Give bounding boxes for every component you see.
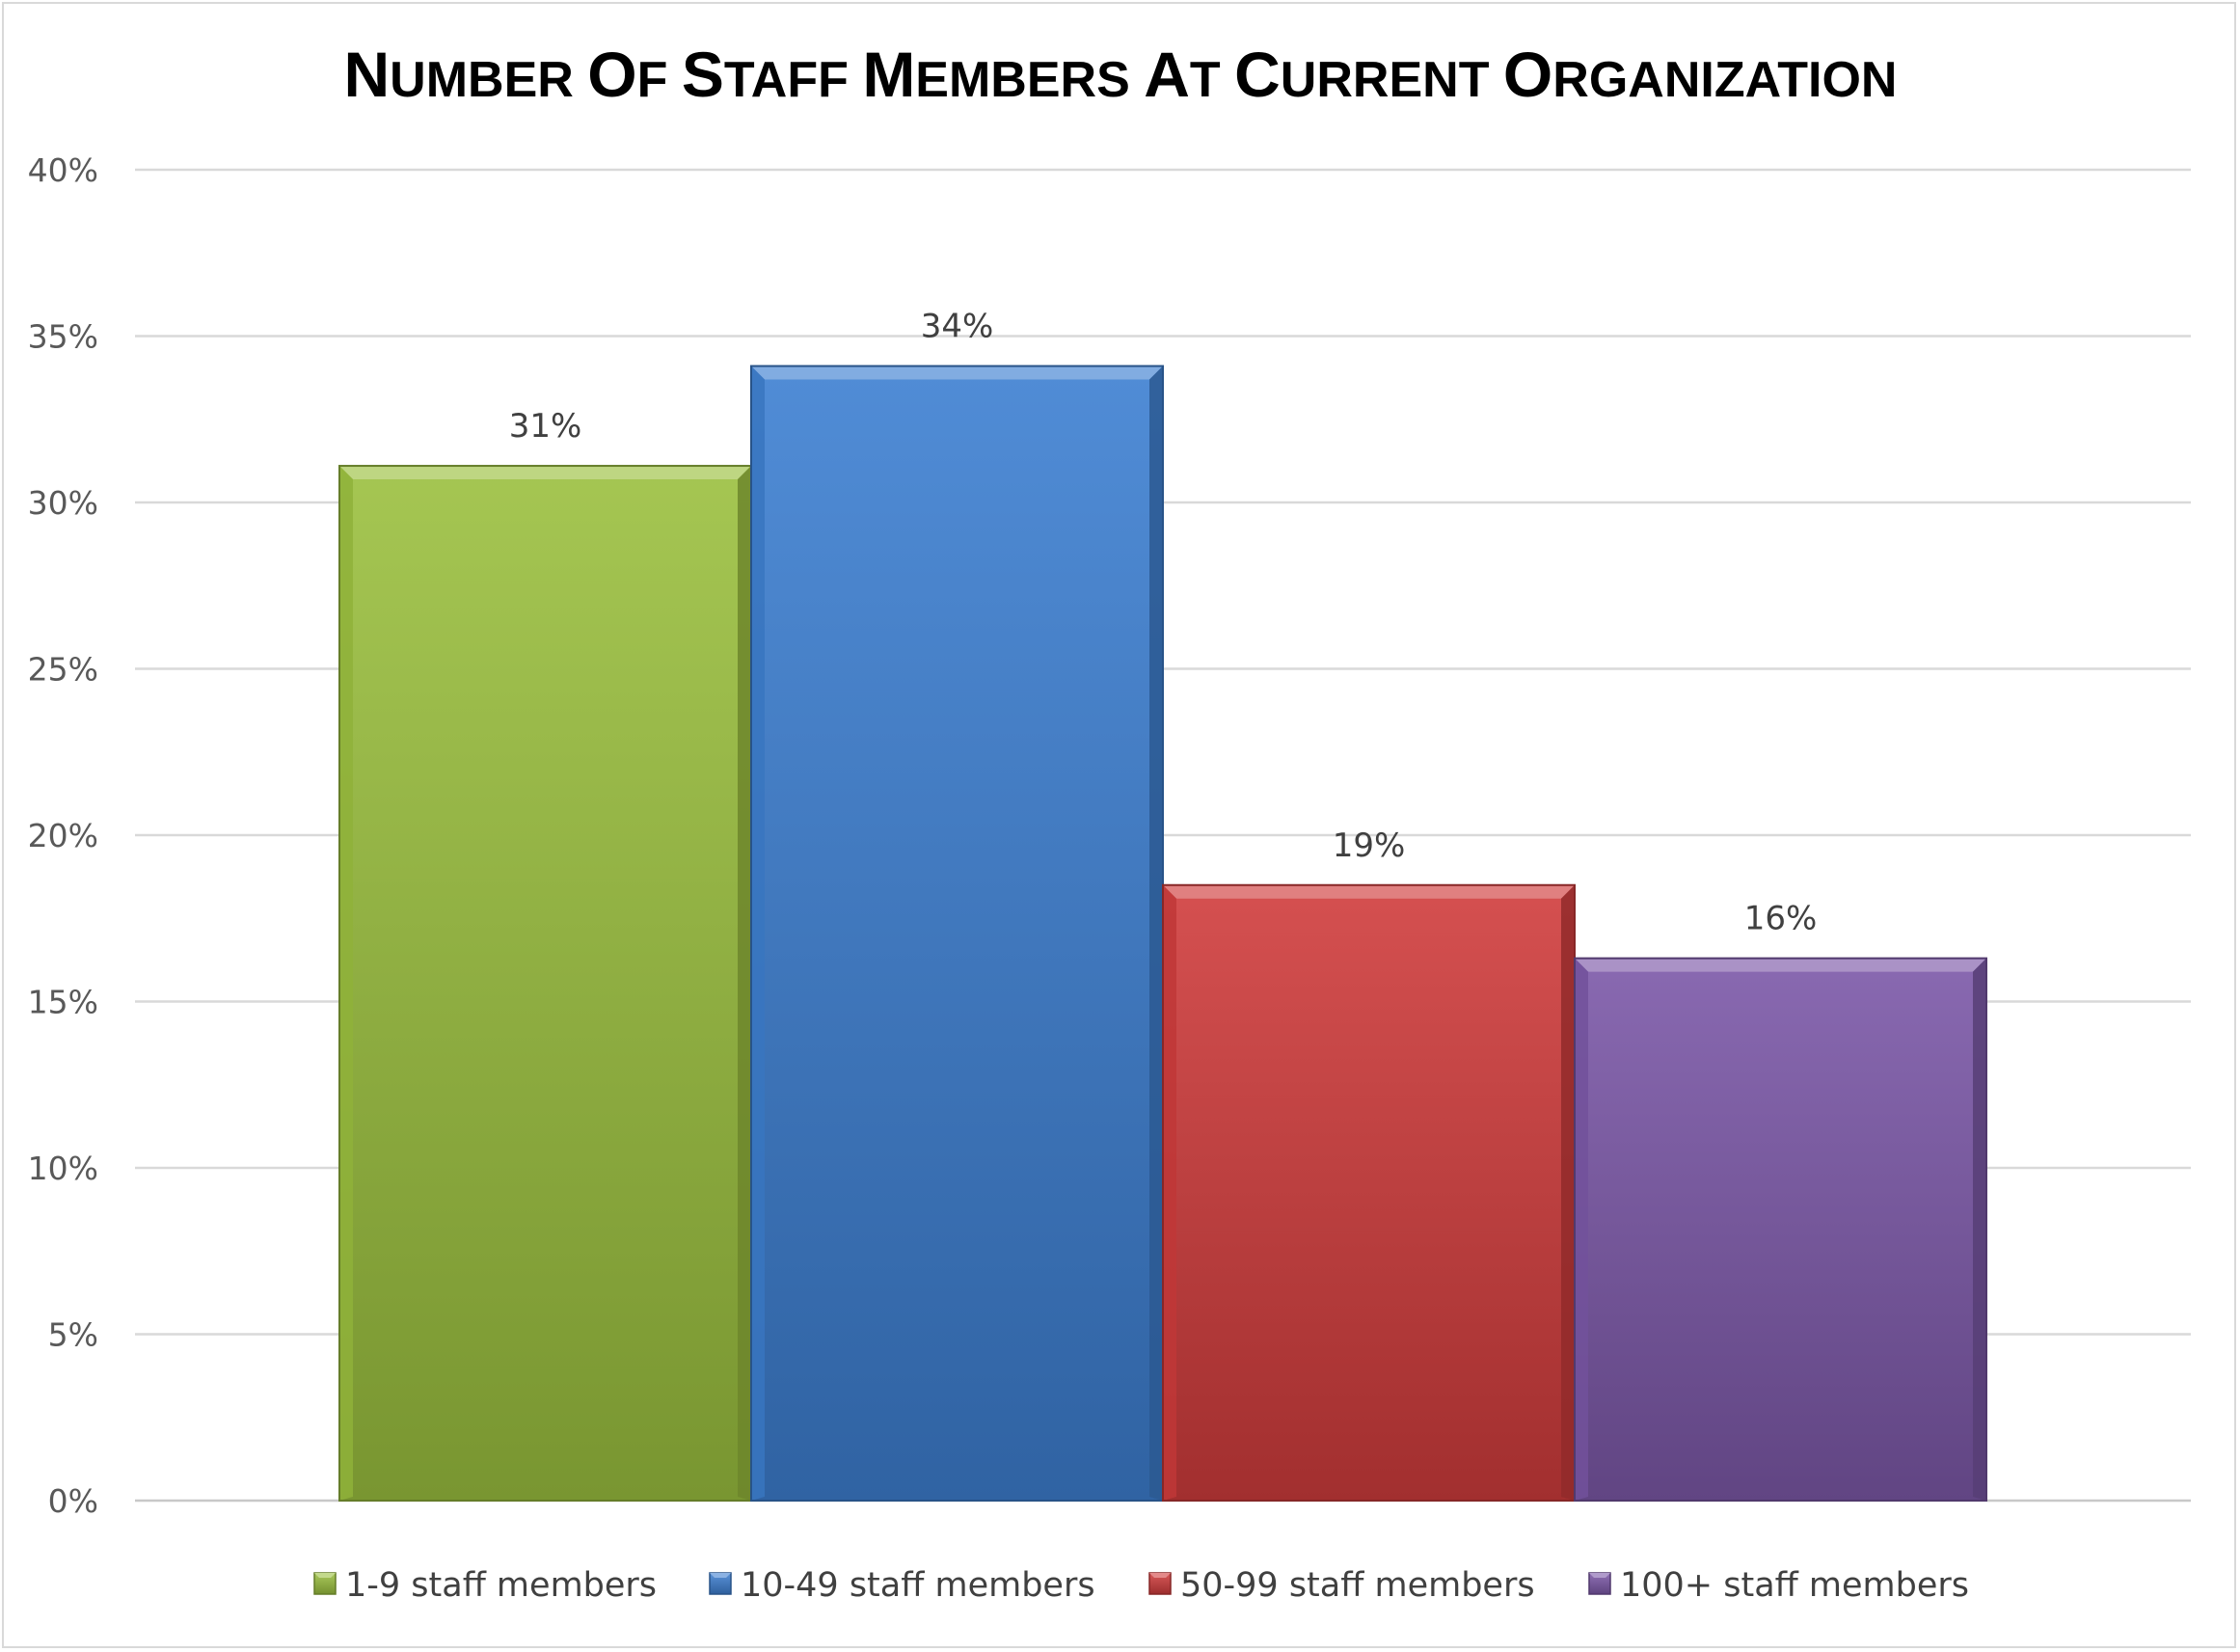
data-labels: 31% 34% 19% 16%: [509, 308, 1818, 938]
data-label: 16%: [1744, 900, 1818, 938]
legend-label: 1-9 staff members: [345, 1566, 657, 1605]
legend-item: 100+ staff members: [1588, 1566, 1969, 1605]
y-tick-label: 35%: [28, 318, 98, 356]
bar-50-99-staff-members: [1162, 883, 1576, 1502]
bar-100-staff-members: [1574, 957, 1987, 1502]
y-tick-label: 5%: [48, 1316, 98, 1354]
y-tick-label: 0%: [48, 1482, 98, 1520]
y-tick-label: 40%: [28, 151, 98, 189]
y-tick-label: 25%: [28, 651, 98, 689]
legend-label: 10-49 staff members: [741, 1566, 1095, 1605]
y-tick-label: 10%: [28, 1150, 98, 1187]
bars: [338, 365, 1987, 1502]
legend-item: 50-99 staff members: [1148, 1566, 1535, 1605]
y-axis-labels: 0% 5% 10% 15% 20% 25% 30% 35% 40%: [28, 151, 98, 1520]
y-tick-label: 20%: [28, 817, 98, 854]
data-label: 31%: [509, 407, 582, 446]
y-tick-label: 30%: [28, 484, 98, 522]
bar-1-9-staff-members: [338, 465, 752, 1502]
chart-title: NUMBER OF STAFF MEMBERS AT CURRENT ORGAN…: [343, 39, 1897, 110]
bar-10-49-staff-members: [750, 365, 1164, 1502]
legend: 1-9 staff members 10-49 staff members 50-9…: [313, 1566, 1969, 1605]
data-label: 34%: [921, 308, 994, 346]
legend-label: 50-99 staff members: [1180, 1566, 1535, 1605]
legend-item: 1-9 staff members: [313, 1566, 657, 1605]
legend-item: 10-49 staff members: [709, 1566, 1095, 1605]
data-label: 19%: [1333, 826, 1406, 865]
legend-label: 100+ staff members: [1620, 1566, 1969, 1605]
y-tick-label: 15%: [28, 984, 98, 1021]
